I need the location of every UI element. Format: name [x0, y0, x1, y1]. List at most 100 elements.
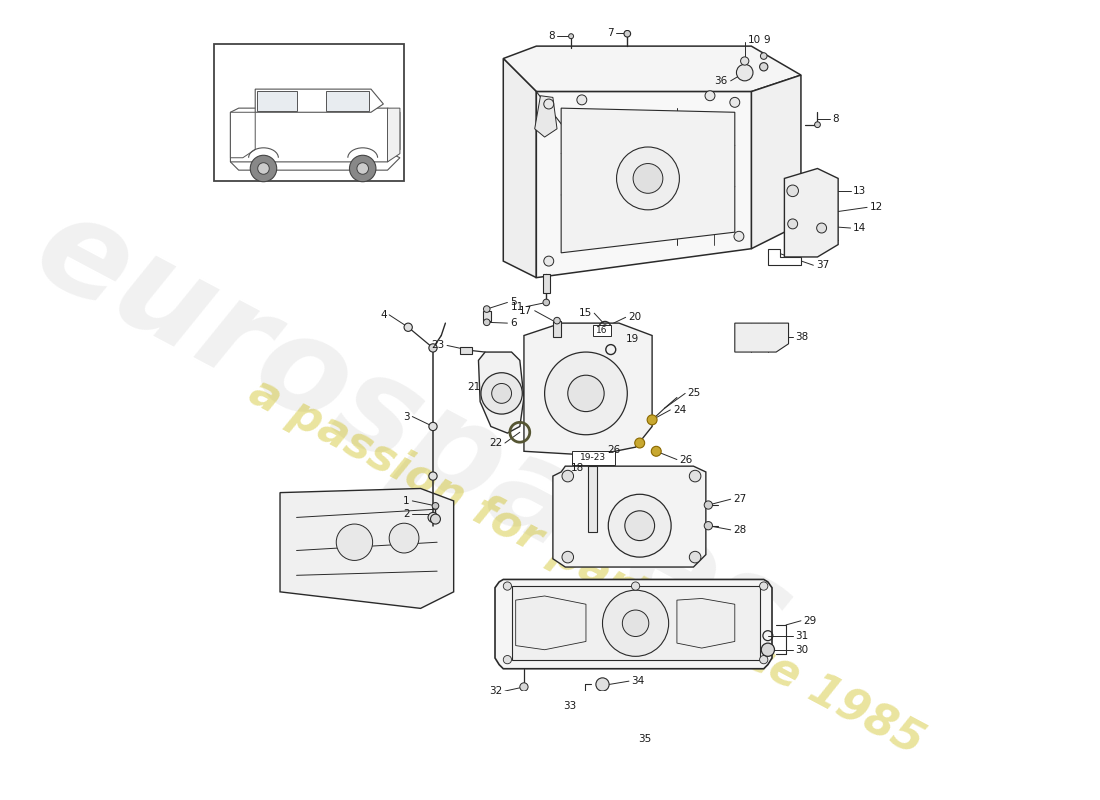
- Circle shape: [520, 683, 528, 691]
- Bar: [553, 321, 561, 337]
- Text: 8: 8: [833, 114, 839, 124]
- Polygon shape: [537, 91, 751, 278]
- Circle shape: [788, 219, 798, 229]
- Circle shape: [734, 231, 744, 242]
- Text: 37: 37: [816, 260, 829, 270]
- Text: 20: 20: [628, 312, 641, 322]
- Circle shape: [690, 470, 701, 482]
- Circle shape: [543, 256, 553, 266]
- Polygon shape: [478, 352, 524, 433]
- Polygon shape: [735, 323, 789, 352]
- Circle shape: [429, 472, 437, 480]
- Bar: [593, 325, 611, 336]
- Circle shape: [251, 155, 277, 182]
- Circle shape: [432, 502, 439, 509]
- Text: 25: 25: [688, 389, 701, 398]
- Text: eurospares: eurospares: [14, 182, 811, 686]
- Circle shape: [761, 643, 774, 656]
- Circle shape: [625, 511, 654, 541]
- Text: 26: 26: [607, 445, 620, 454]
- Circle shape: [543, 99, 553, 109]
- Circle shape: [389, 523, 419, 553]
- Text: 6: 6: [510, 318, 517, 328]
- Text: 29: 29: [803, 616, 816, 626]
- Circle shape: [428, 513, 438, 522]
- Polygon shape: [326, 90, 370, 111]
- Circle shape: [760, 62, 768, 71]
- Circle shape: [337, 524, 373, 561]
- Polygon shape: [230, 108, 400, 162]
- Text: 19: 19: [626, 334, 639, 344]
- Polygon shape: [230, 112, 255, 158]
- Circle shape: [651, 446, 661, 456]
- Polygon shape: [751, 75, 801, 249]
- Polygon shape: [784, 169, 838, 257]
- Circle shape: [631, 582, 640, 590]
- Circle shape: [816, 223, 826, 233]
- Text: 35: 35: [638, 734, 651, 744]
- Polygon shape: [495, 579, 772, 669]
- Text: 24: 24: [673, 405, 686, 415]
- Text: 17: 17: [519, 306, 532, 316]
- Circle shape: [740, 57, 749, 65]
- Bar: [483, 310, 491, 321]
- Circle shape: [429, 344, 437, 352]
- Bar: [460, 347, 472, 354]
- Text: 8: 8: [548, 31, 554, 41]
- Circle shape: [504, 582, 512, 590]
- Circle shape: [483, 306, 490, 312]
- Circle shape: [257, 162, 270, 174]
- Circle shape: [562, 470, 573, 482]
- Polygon shape: [504, 46, 801, 91]
- Circle shape: [815, 122, 821, 127]
- Polygon shape: [280, 489, 453, 608]
- Polygon shape: [512, 586, 760, 660]
- Circle shape: [603, 590, 669, 656]
- Text: 5: 5: [510, 298, 517, 307]
- Circle shape: [596, 678, 609, 691]
- Circle shape: [481, 373, 522, 414]
- Text: 34: 34: [631, 676, 645, 686]
- Text: 32: 32: [490, 686, 503, 696]
- Text: 12: 12: [870, 202, 883, 212]
- Bar: [543, 274, 550, 293]
- Polygon shape: [676, 598, 735, 648]
- Text: 14: 14: [852, 223, 867, 233]
- Text: 28: 28: [733, 525, 747, 535]
- Circle shape: [729, 98, 740, 107]
- Circle shape: [553, 318, 560, 324]
- Text: 13: 13: [852, 186, 867, 196]
- Circle shape: [569, 34, 573, 38]
- Polygon shape: [387, 108, 400, 162]
- Circle shape: [760, 582, 768, 590]
- Circle shape: [608, 494, 671, 557]
- Text: 21: 21: [466, 382, 480, 392]
- Circle shape: [492, 383, 512, 403]
- Circle shape: [704, 501, 713, 509]
- Text: 26: 26: [680, 454, 693, 465]
- Text: 4: 4: [381, 310, 387, 320]
- Circle shape: [705, 90, 715, 101]
- Polygon shape: [255, 89, 384, 112]
- Circle shape: [430, 514, 440, 524]
- Text: 15: 15: [579, 308, 592, 318]
- Text: 36: 36: [714, 76, 727, 86]
- Polygon shape: [561, 108, 735, 253]
- Circle shape: [562, 551, 573, 563]
- Text: 2: 2: [404, 509, 410, 519]
- Circle shape: [504, 655, 512, 664]
- Circle shape: [786, 185, 799, 197]
- Polygon shape: [524, 323, 652, 455]
- Circle shape: [760, 53, 767, 59]
- Circle shape: [350, 155, 376, 182]
- Polygon shape: [516, 596, 586, 650]
- Circle shape: [483, 319, 490, 326]
- Text: 38: 38: [795, 332, 808, 342]
- Circle shape: [690, 551, 701, 563]
- Text: 3: 3: [404, 411, 410, 422]
- Circle shape: [736, 64, 754, 81]
- Circle shape: [623, 610, 649, 637]
- Bar: [572, 451, 615, 465]
- Circle shape: [356, 162, 369, 174]
- Text: 22: 22: [490, 438, 503, 448]
